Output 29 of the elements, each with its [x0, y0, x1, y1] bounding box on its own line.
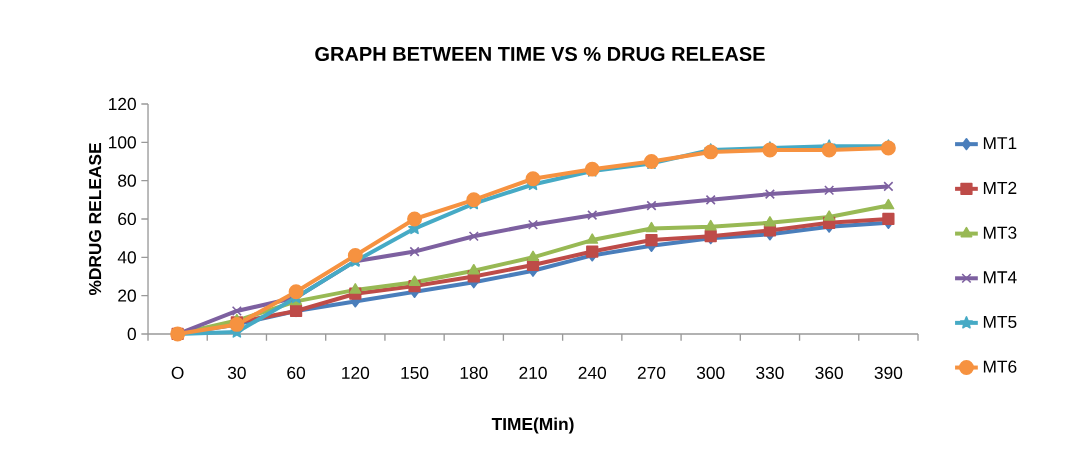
x-tick-label: 150 [401, 366, 429, 379]
legend-label: MT1 [983, 137, 1017, 150]
y-tick-label: 80 [118, 174, 136, 187]
x-tick-label: O [171, 366, 184, 379]
x-tick-label: 30 [227, 366, 246, 379]
y-tick-label: 20 [118, 289, 136, 302]
x-tick-label: 360 [815, 366, 843, 379]
x-tick-label: 390 [874, 366, 903, 379]
x-axis-title: TIME(Min) [491, 417, 574, 434]
y-tick-label: 40 [117, 251, 136, 264]
x-tick-label: 300 [696, 366, 725, 379]
legend-label: MT5 [983, 315, 1017, 328]
legend-label: MT3 [983, 226, 1017, 239]
chart-title: GRAPH BETWEEN TIME VS % DRUG RELEASE [315, 46, 765, 62]
y-tick-label: 0 [127, 327, 136, 341]
y-tick-label: 60 [118, 212, 136, 226]
legend-label: MT4 [983, 271, 1017, 284]
y-tick-label: 120 [109, 97, 136, 111]
legend-label: MT2 [983, 181, 1017, 194]
x-tick-label: 330 [756, 366, 784, 379]
x-tick-label: 180 [460, 366, 488, 379]
y-tick-label: 100 [109, 136, 136, 149]
x-tick-label: 240 [578, 366, 607, 379]
x-tick-label: 60 [287, 366, 306, 379]
x-tick-label: 270 [637, 366, 666, 379]
y-axis-title: %DRUG RELEASE [88, 143, 102, 296]
x-tick-label: 210 [519, 366, 547, 379]
x-tick-label: 120 [342, 366, 370, 379]
legend-label: MT6 [983, 360, 1017, 373]
